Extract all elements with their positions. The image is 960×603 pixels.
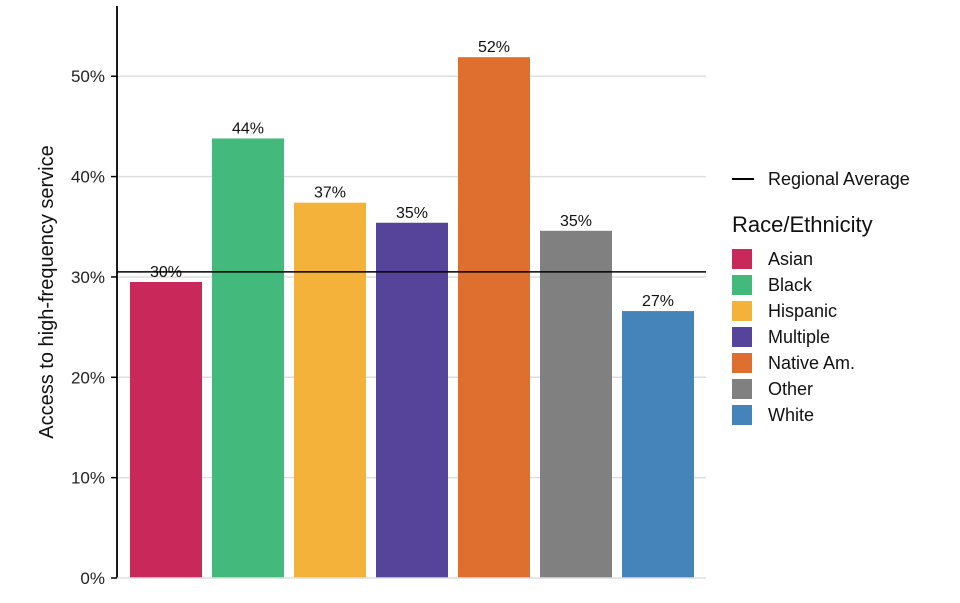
bar-asian: [130, 281, 202, 578]
legend-item-other: Other: [732, 376, 954, 402]
legend-items: Asian Black Hispanic Multiple Native Am. Othe…: [732, 246, 954, 428]
legend-swatch: [732, 275, 752, 295]
legend-label: Hispanic: [768, 300, 838, 321]
y-tick-label: 10%: [71, 469, 105, 488]
legend-label: Black: [768, 274, 813, 295]
legend-item-black: Black: [732, 272, 954, 298]
bar-value-label-multiple: 35%: [396, 205, 428, 222]
axes: [116, 6, 706, 579]
legend-item-asian: Asian: [732, 246, 954, 272]
legend-label: White: [768, 404, 815, 425]
y-axis-title: Access to high-frequency service: [36, 145, 58, 438]
legend-title: Race/Ethnicity: [732, 212, 873, 237]
legend-swatch: [732, 353, 752, 373]
legend-item-hispanic: Hispanic: [732, 298, 954, 324]
y-tick-label: 50%: [71, 67, 105, 86]
legend-swatch: [732, 405, 752, 425]
legend: Regional Average Race/Ethnicity Asian Bla…: [732, 166, 954, 428]
legend-label: Native Am.: [768, 352, 856, 373]
legend-regional-average: Regional Average: [732, 166, 954, 192]
bar-native-am: [458, 57, 530, 578]
y-axis-ticks: 0% 10% 20% 30% 40% 50%: [71, 67, 117, 588]
bar-white: [622, 311, 694, 578]
bar-black: [212, 138, 284, 578]
bar-multiple: [376, 222, 448, 579]
y-tick-label: 0%: [80, 569, 105, 588]
bar-value-label-black: 44%: [232, 120, 264, 137]
legend-swatch: [732, 301, 752, 321]
regional-average-label: Regional Average: [768, 168, 910, 189]
legend-item-white: White: [732, 402, 954, 428]
bar-value-label-white: 27%: [642, 293, 674, 310]
regional-average-swatch: [732, 178, 754, 180]
bar-hispanic: [294, 202, 366, 578]
bar-value-label-native-am: 52%: [478, 39, 510, 56]
legend-swatch: [732, 249, 752, 269]
legend-label: Other: [768, 378, 814, 399]
bars: [130, 57, 694, 579]
bar-other: [540, 230, 612, 579]
legend-item-native-am: Native Am.: [732, 350, 954, 376]
bar-value-label-hispanic: 37%: [314, 185, 346, 202]
y-tick-label: 40%: [71, 168, 105, 187]
legend-item-multiple: Multiple: [732, 324, 954, 350]
y-tick-label: 30%: [71, 268, 105, 287]
legend-label: Asian: [768, 248, 814, 269]
legend-label: Multiple: [768, 326, 831, 347]
y-tick-label: 20%: [71, 368, 105, 387]
legend-swatch: [732, 327, 752, 347]
legend-swatch: [732, 379, 752, 399]
bar-value-label-other: 35%: [560, 213, 592, 230]
